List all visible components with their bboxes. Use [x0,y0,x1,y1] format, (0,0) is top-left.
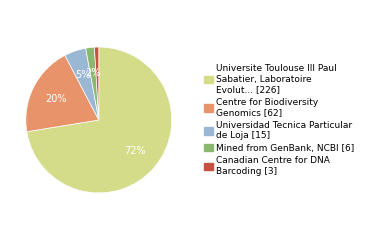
Wedge shape [65,48,99,120]
Legend: Universite Toulouse III Paul
Sabatier, Laboratoire
Evolut... [226], Centre for B: Universite Toulouse III Paul Sabatier, L… [204,64,355,176]
Text: 0%: 0% [0,239,1,240]
Wedge shape [86,47,99,120]
Wedge shape [27,47,172,193]
Text: 2%: 2% [86,68,101,78]
Wedge shape [26,55,99,132]
Wedge shape [94,47,99,120]
Text: 72%: 72% [124,146,146,156]
Text: 5%: 5% [76,70,91,80]
Text: 20%: 20% [46,94,67,104]
